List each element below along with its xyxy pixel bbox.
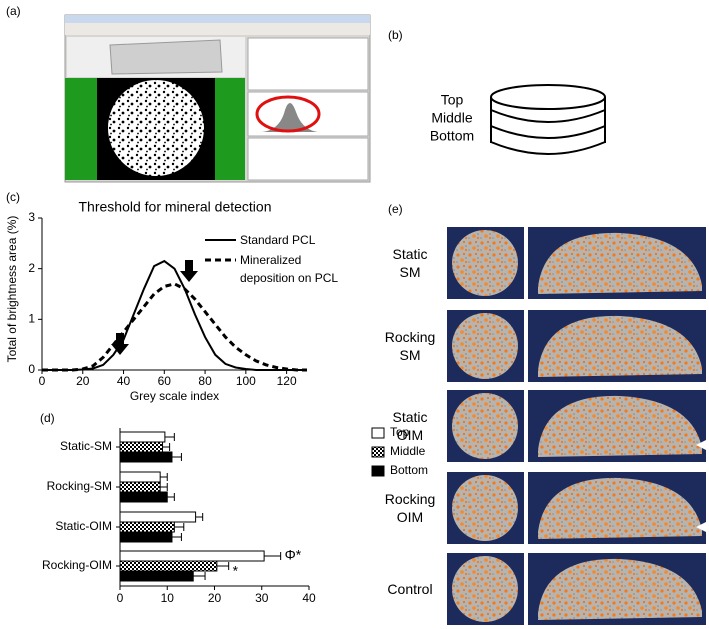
category-label: Rocking-OIM bbox=[42, 558, 112, 572]
error-bar bbox=[171, 533, 182, 541]
annotation: Φ* bbox=[285, 547, 302, 563]
x-tick-label: 40 bbox=[302, 591, 316, 605]
row-label: Static bbox=[392, 246, 428, 262]
x-tick-label: 120 bbox=[277, 374, 297, 388]
legend-swatch bbox=[371, 446, 385, 458]
section-side-view bbox=[538, 395, 702, 457]
section-side-view bbox=[538, 477, 702, 539]
error-bar bbox=[171, 453, 182, 461]
error-bar bbox=[162, 443, 171, 451]
chart-title: Threshold for mineral detection bbox=[79, 199, 272, 215]
bar bbox=[119, 560, 218, 572]
legend-swatch bbox=[371, 427, 385, 439]
x-tick-label: 100 bbox=[236, 374, 256, 388]
category-label: Static-OIM bbox=[55, 519, 112, 533]
panel-label: (e) bbox=[388, 202, 403, 216]
section-top-view bbox=[452, 475, 518, 541]
x-tick-label: 30 bbox=[255, 591, 269, 605]
legend-label: Mineralized deposition on PCL bbox=[240, 253, 339, 285]
bar bbox=[119, 451, 173, 463]
section-top-view bbox=[452, 393, 518, 459]
section-top-view bbox=[452, 313, 518, 379]
error-bar bbox=[264, 552, 282, 560]
layer-label: Middle bbox=[431, 110, 472, 126]
y-tick-label: 0 bbox=[28, 362, 35, 376]
bar bbox=[119, 570, 194, 582]
x-tick-label: 0 bbox=[117, 591, 124, 605]
row-label: Rocking bbox=[384, 329, 436, 345]
layer-diagram bbox=[490, 84, 606, 155]
line-series bbox=[42, 282, 307, 372]
panel-label: (a) bbox=[6, 4, 21, 18]
software-screenshot bbox=[64, 14, 371, 183]
layer-label: Bottom bbox=[430, 128, 474, 144]
error-bar bbox=[216, 562, 230, 570]
row-label: Control bbox=[387, 581, 433, 597]
section-side-view bbox=[538, 232, 702, 294]
x-tick-label: 80 bbox=[198, 374, 212, 388]
y-tick-label: 3 bbox=[28, 210, 35, 224]
row-label: Static bbox=[392, 409, 428, 425]
arrowhead bbox=[696, 522, 706, 532]
legend-swatch bbox=[371, 465, 385, 477]
bar bbox=[119, 441, 164, 453]
bar bbox=[119, 491, 168, 503]
bar bbox=[119, 531, 173, 543]
row-label: SM bbox=[399, 264, 421, 280]
row-label: Rocking bbox=[384, 491, 436, 507]
error-bar bbox=[160, 483, 168, 491]
panel-label: (c) bbox=[6, 190, 20, 204]
x-tick-label: 20 bbox=[76, 374, 90, 388]
bar bbox=[119, 521, 175, 533]
error-bar bbox=[167, 493, 175, 501]
arrowhead bbox=[696, 440, 706, 450]
y-tick-label: 2 bbox=[28, 261, 35, 275]
legend-label: Bottom bbox=[390, 463, 428, 477]
row-label: OIM bbox=[396, 427, 424, 443]
legend-label: Top bbox=[390, 425, 410, 439]
row-label: OIM bbox=[396, 509, 424, 525]
bar bbox=[119, 431, 166, 443]
category-label: Static-SM bbox=[60, 439, 112, 453]
row-label: SM bbox=[399, 347, 421, 363]
x-tick-label: 40 bbox=[117, 374, 131, 388]
arrow bbox=[180, 260, 198, 282]
error-bar bbox=[174, 523, 185, 531]
section-side-view bbox=[538, 315, 702, 377]
annotation: * bbox=[233, 563, 239, 579]
error-bar bbox=[193, 572, 206, 580]
x-axis-title: Grey scale index bbox=[130, 389, 219, 403]
panel-label: (d) bbox=[40, 411, 55, 425]
error-bar bbox=[164, 433, 175, 441]
section-top-view bbox=[452, 556, 518, 622]
bar bbox=[119, 481, 161, 493]
section-side-view bbox=[538, 558, 702, 620]
bar bbox=[119, 511, 197, 523]
bar bbox=[119, 471, 161, 483]
x-tick-label: 20 bbox=[208, 591, 222, 605]
section-top-view bbox=[452, 230, 518, 296]
x-tick-label: 10 bbox=[161, 591, 175, 605]
bar bbox=[119, 550, 265, 562]
legend-label: Standard PCL bbox=[240, 233, 316, 247]
legend-label: Middle bbox=[390, 444, 426, 458]
error-bar bbox=[160, 473, 168, 481]
panel-label: (b) bbox=[388, 28, 403, 42]
y-tick-label: 1 bbox=[28, 312, 35, 326]
category-label: Rocking-SM bbox=[47, 479, 112, 493]
layer-label: Top bbox=[441, 92, 464, 108]
error-bar bbox=[195, 513, 204, 521]
y-axis-title: Total of brightness area (%) bbox=[5, 216, 19, 363]
x-tick-label: 0 bbox=[39, 374, 46, 388]
x-tick-label: 60 bbox=[158, 374, 172, 388]
